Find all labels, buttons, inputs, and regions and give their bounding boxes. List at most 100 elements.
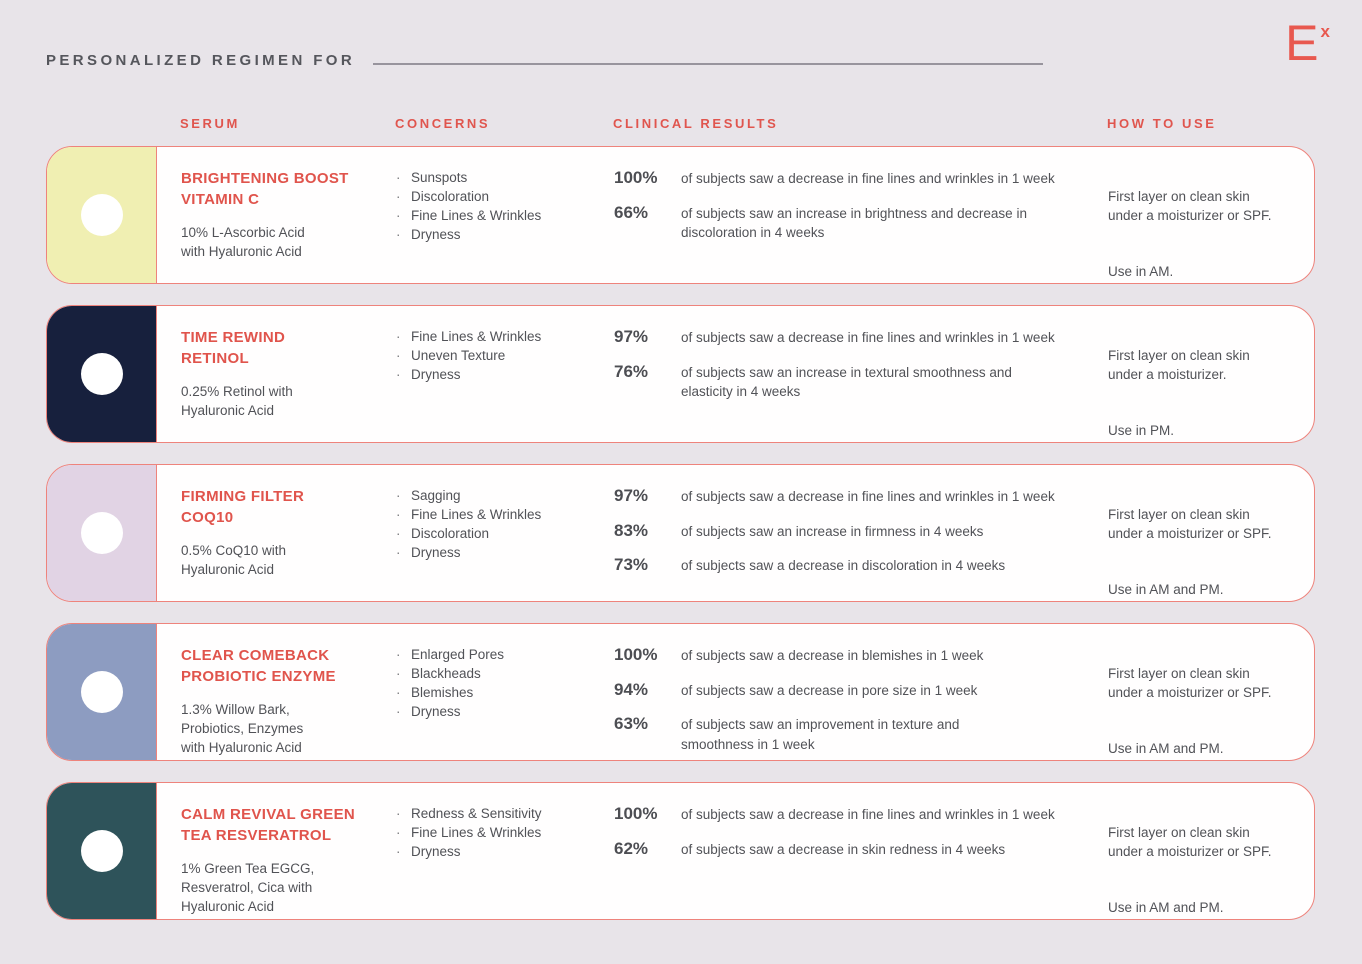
concern-label: Fine Lines & Wrinkles <box>411 507 542 522</box>
product-swatch <box>47 306 157 442</box>
clinical-result-item: 66% of subjects saw an increase in brigh… <box>614 203 1108 243</box>
result-description: of subjects saw an increase in textural … <box>681 364 1012 400</box>
how-to-use: First layer on clean skin under a moistu… <box>1108 486 1314 601</box>
swatch-circle-icon <box>80 671 123 713</box>
concern-label: Redness & Sensitivity <box>411 806 542 821</box>
bullet-icon: · <box>396 704 401 719</box>
concern-item: · Blackheads <box>396 664 614 683</box>
concern-label: Dryness <box>411 844 461 859</box>
bullet-icon: · <box>396 806 401 821</box>
concern-label: Fine Lines & Wrinkles <box>411 208 542 223</box>
result-description: of subjects saw an increase in firmness … <box>681 523 984 539</box>
concern-label: Uneven Texture <box>411 348 506 363</box>
column-header-serum: SERUM <box>180 116 240 131</box>
bullet-icon: · <box>396 170 401 185</box>
bullet-icon: · <box>396 685 401 700</box>
concern-item: · Dryness <box>396 543 614 562</box>
clinical-result-item: 63% of subjects saw an improvement in te… <box>614 714 1108 754</box>
concern-list: · Sagging · Fine Lines & Wrinkles · Disc… <box>396 486 614 601</box>
concern-label: Enlarged Pores <box>411 647 505 662</box>
clinical-results-list: 100% of subjects saw a decrease in blemi… <box>614 645 1108 760</box>
concern-list: · Fine Lines & Wrinkles · Uneven Texture… <box>396 327 614 442</box>
how-to-use: First layer on clean skin under a moistu… <box>1108 645 1314 760</box>
how-to-use: First layer on clean skin under a moistu… <box>1108 168 1314 283</box>
clinical-result-item: 100% of subjects saw a decrease in fine … <box>614 168 1108 189</box>
bullet-icon: · <box>396 545 401 560</box>
swatch-circle-icon <box>80 830 123 872</box>
clinical-result-item: 83% of subjects saw an increase in firmn… <box>614 521 1108 542</box>
concern-list: · Redness & Sensitivity · Fine Lines & W… <box>396 804 614 919</box>
concern-item: · Sunspots <box>396 168 614 187</box>
bullet-icon: · <box>396 367 401 382</box>
concern-item: · Fine Lines & Wrinkles <box>396 823 614 842</box>
result-description: of subjects saw a decrease in discolorat… <box>681 558 1006 573</box>
usage-time-text: Use in AM. <box>1108 264 1174 279</box>
swatch-circle-icon <box>80 512 123 554</box>
bullet-icon: · <box>396 189 401 204</box>
clinical-results-list: 100% of subjects saw a decrease in fine … <box>614 168 1108 283</box>
result-percent: 97% <box>614 327 649 346</box>
concern-label: Discoloration <box>411 526 490 541</box>
concern-item: · Dryness <box>396 225 614 244</box>
concern-item: · Discoloration <box>396 524 614 543</box>
product-ingredients: 1% Green Tea EGCG, Resveratrol, Cica wit… <box>181 861 315 914</box>
bullet-icon: · <box>396 844 401 859</box>
bullet-icon: · <box>396 825 401 840</box>
product-card-vitamin-c: BRIGHTENING BOOST VITAMIN C 10% L-Ascorb… <box>46 146 1315 284</box>
product-ingredients: 0.5% CoQ10 with Hyaluronic Acid <box>181 543 287 577</box>
concern-item: · Blemishes <box>396 683 614 702</box>
concern-list: · Sunspots · Discoloration · Fine Lines … <box>396 168 614 283</box>
concern-item: · Fine Lines & Wrinkles <box>396 327 614 346</box>
page-header: PERSONALIZED REGIMEN FOR <box>46 52 1043 69</box>
concern-label: Dryness <box>411 545 461 560</box>
concern-label: Discoloration <box>411 189 490 204</box>
usage-layer-text: First layer on clean skin under a moistu… <box>1108 507 1272 541</box>
clinical-result-item: 73% of subjects saw a decrease in discol… <box>614 555 1108 576</box>
clinical-result-item: 76% of subjects saw an increase in textu… <box>614 362 1108 402</box>
page-title: PERSONALIZED REGIMEN FOR <box>46 52 356 69</box>
product-card-list: BRIGHTENING BOOST VITAMIN C 10% L-Ascorb… <box>46 146 1315 941</box>
clinical-result-item: 94% of subjects saw a decrease in pore s… <box>614 680 1108 701</box>
usage-layer-text: First layer on clean skin under a moistu… <box>1108 825 1272 859</box>
product-card-probiotic-enzyme: CLEAR COMEBACK PROBIOTIC ENZYME 1.3% Wil… <box>46 623 1315 761</box>
result-percent: 94% <box>614 679 649 699</box>
result-percent: 83% <box>614 520 649 540</box>
bullet-icon: · <box>396 526 401 541</box>
result-description: of subjects saw a decrease in blemishes … <box>681 648 984 663</box>
concern-item: · Redness & Sensitivity <box>396 804 614 823</box>
clinical-results-list: 100% of subjects saw a decrease in fine … <box>614 804 1108 919</box>
swatch-circle-icon <box>80 353 123 395</box>
concern-item: · Dryness <box>396 702 614 721</box>
product-name: CLEAR COMEBACK PROBIOTIC ENZYME <box>181 647 336 685</box>
concern-item: · Enlarged Pores <box>396 645 614 664</box>
product-name: CALM REVIVAL GREEN TEA RESVERATROL <box>181 806 356 844</box>
bullet-icon: · <box>396 329 401 344</box>
result-description: of subjects saw a decrease in skin redne… <box>681 841 1006 857</box>
usage-time-text: Use in AM and PM. <box>1108 900 1224 915</box>
how-to-use: First layer on clean skin under a moistu… <box>1108 327 1314 442</box>
result-description: of subjects saw a decrease in fine lines… <box>681 807 1055 822</box>
result-percent: 76% <box>614 361 649 381</box>
concern-label: Dryness <box>411 227 461 242</box>
product-ingredients: 0.25% Retinol with Hyaluronic Acid <box>181 384 293 418</box>
bullet-icon: · <box>396 348 401 363</box>
name-blank-line <box>373 63 1043 65</box>
result-description: of subjects saw a decrease in fine lines… <box>681 171 1055 186</box>
column-header-clinical-results: CLINICAL RESULTS <box>613 116 779 131</box>
concern-item: · Dryness <box>396 842 614 861</box>
result-percent: 73% <box>614 555 649 574</box>
usage-time-text: Use in PM. <box>1108 423 1175 438</box>
column-header-how-to-use: HOW TO USE <box>1107 116 1217 131</box>
concern-item: · Discoloration <box>396 187 614 206</box>
product-card-retinol: TIME REWIND RETINOL 0.25% Retinol with H… <box>46 305 1315 443</box>
concern-item: · Sagging <box>396 486 614 505</box>
result-description: of subjects saw a decrease in pore size … <box>681 682 978 698</box>
column-header-concerns: CONCERNS <box>395 116 491 131</box>
concern-item: · Dryness <box>396 365 614 384</box>
usage-time-text: Use in AM and PM. <box>1108 582 1224 597</box>
result-percent: 100% <box>614 804 658 823</box>
result-percent: 66% <box>614 202 649 222</box>
logo-x-superscript: x <box>1320 22 1330 41</box>
product-swatch <box>47 624 157 760</box>
concern-label: Dryness <box>411 367 461 382</box>
